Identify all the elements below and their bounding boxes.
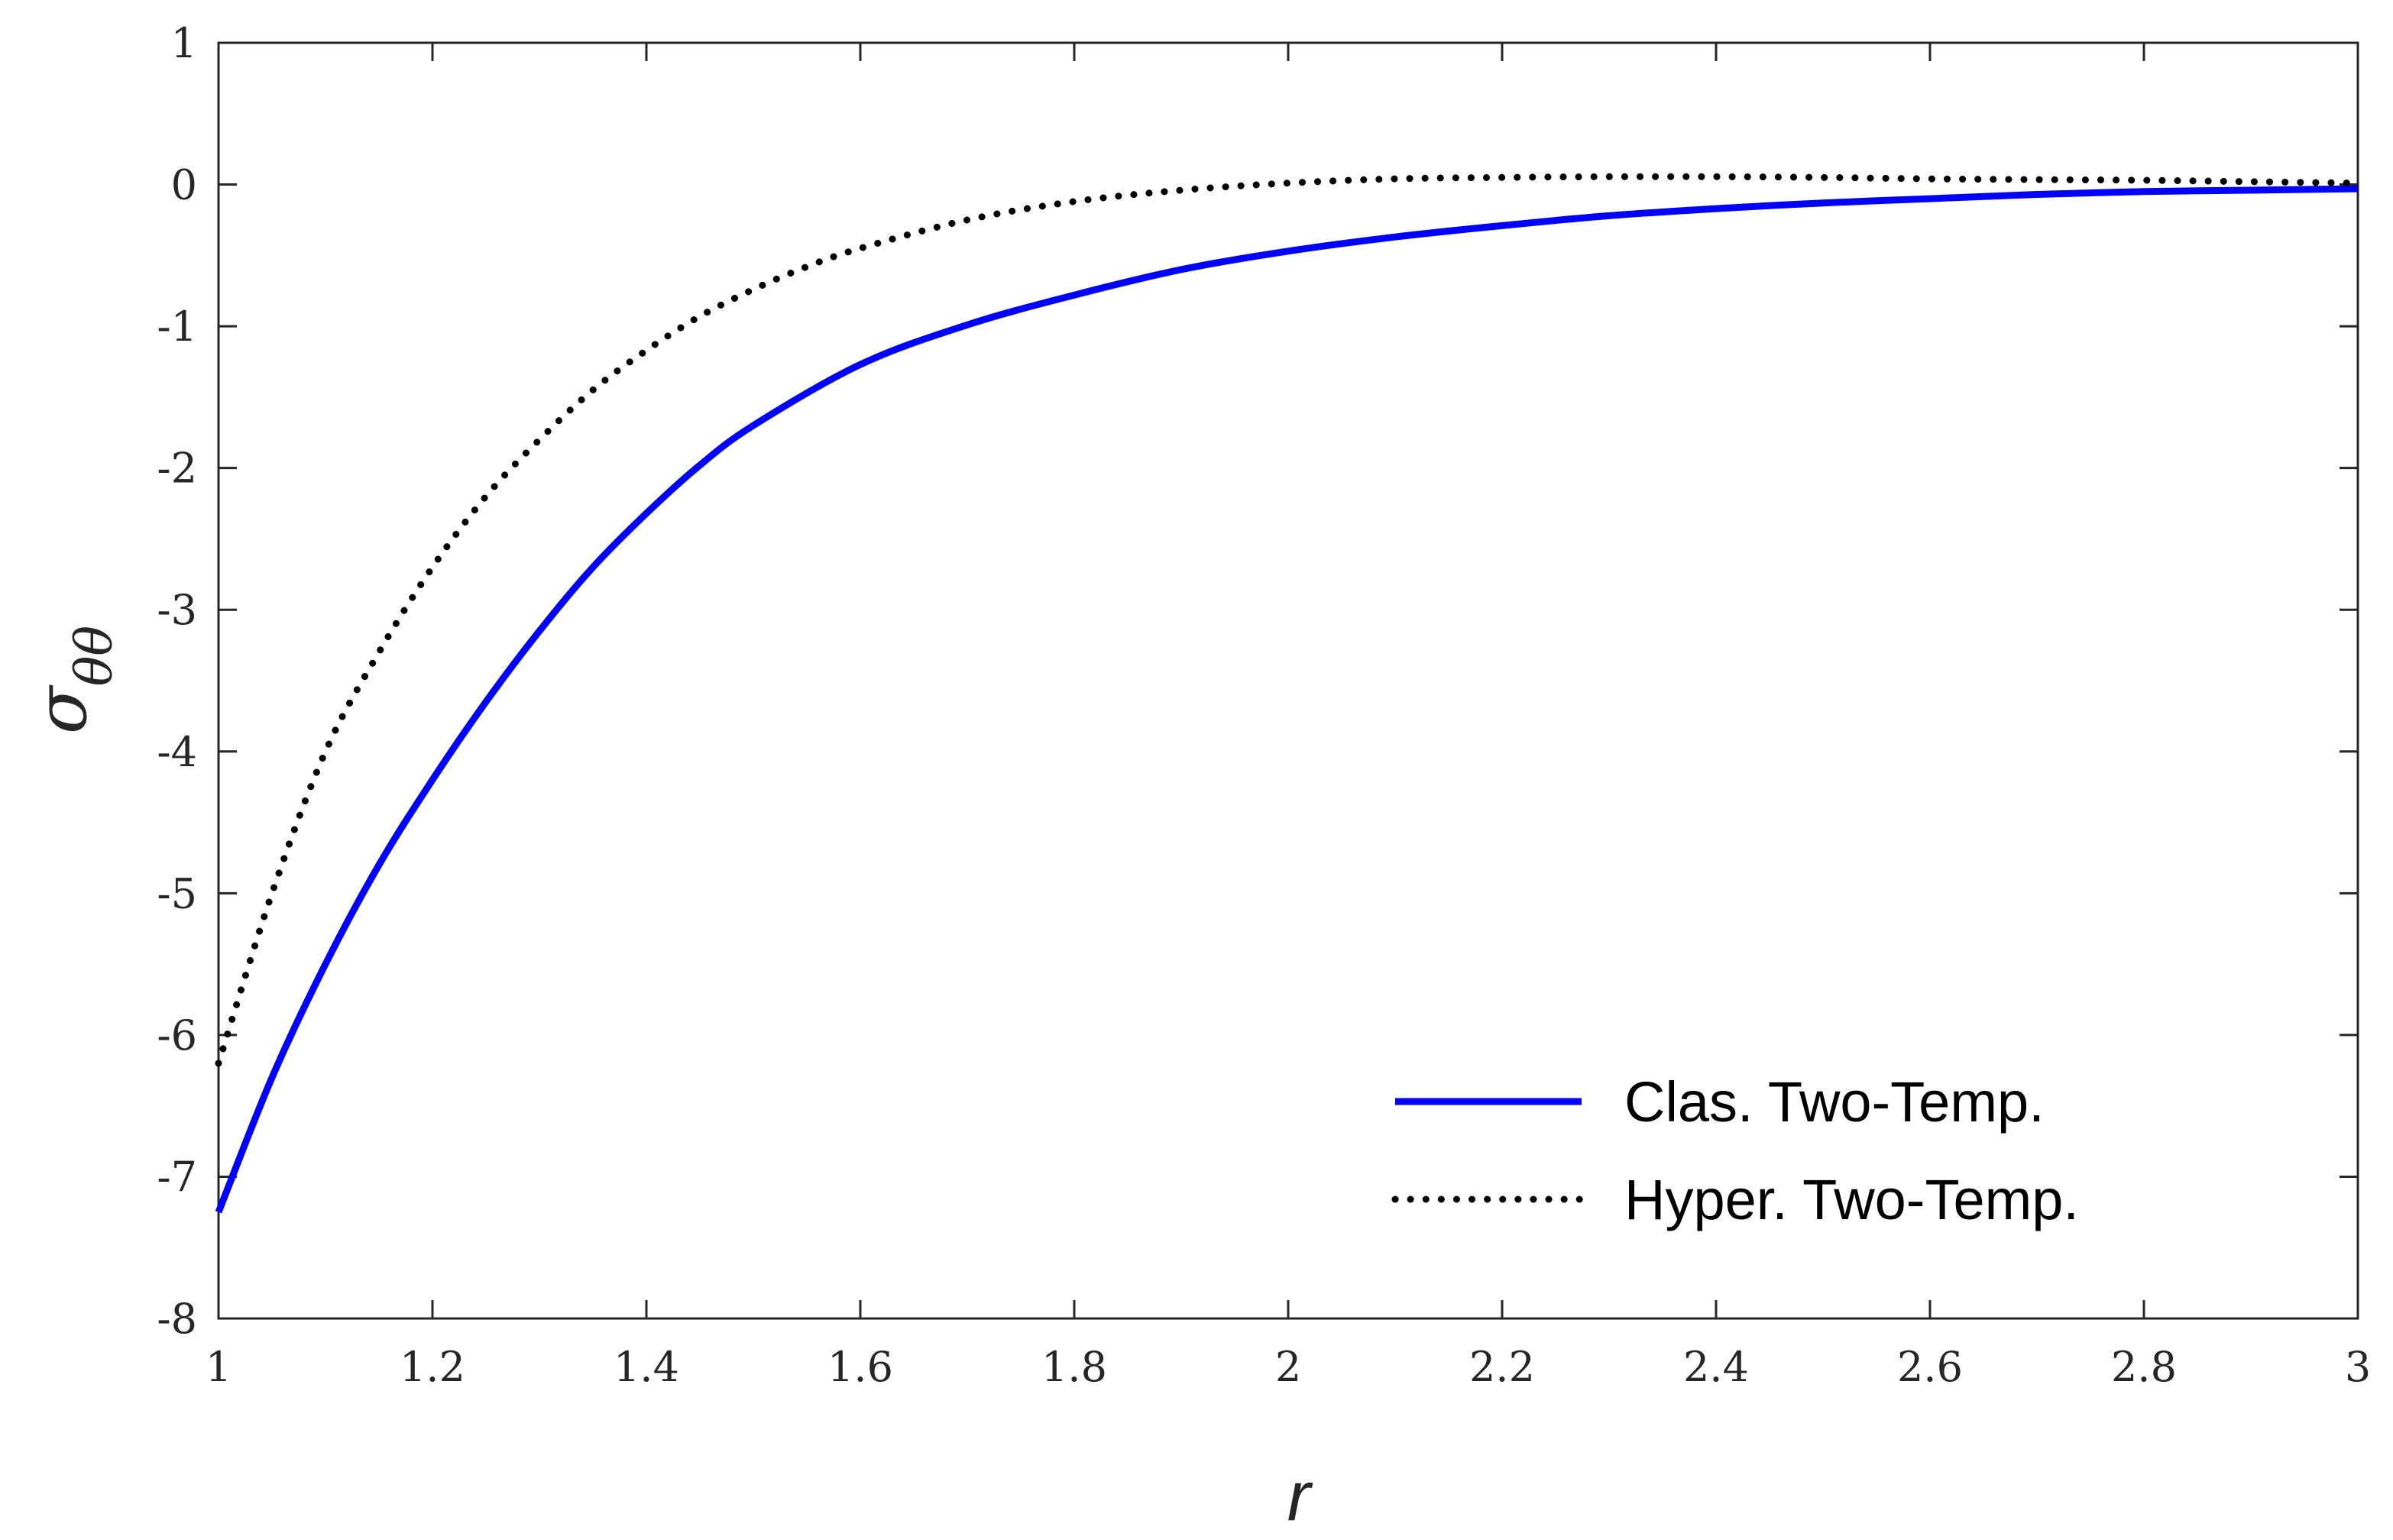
x-tick-label: 3 bbox=[2345, 1343, 2371, 1391]
x-tick-label: 2.8 bbox=[2111, 1343, 2177, 1391]
legend: Clas. Two-Temp. Hyper. Two-Temp. bbox=[1391, 1070, 2079, 1231]
y-tick-label: 0 bbox=[171, 161, 197, 209]
y-axis-label-symbol: σ bbox=[21, 684, 102, 734]
y-tick-label: -1 bbox=[157, 302, 197, 351]
x-axis-label: r bbox=[1287, 1458, 1313, 1535]
y-tick-label: -5 bbox=[157, 869, 197, 917]
y-axis-label: σθθ bbox=[21, 626, 124, 734]
series-layer bbox=[215, 173, 2362, 1214]
x-tick-label: 1.4 bbox=[614, 1343, 679, 1391]
x-tick-label: 2.6 bbox=[1897, 1343, 1963, 1391]
x-tick-label: 2.4 bbox=[1683, 1343, 1749, 1391]
x-tick-label: 1.6 bbox=[827, 1343, 893, 1391]
series-line-clas-two-temp bbox=[215, 185, 2359, 1214]
legend-label-hyper: Hyper. Two-Temp. bbox=[1624, 1168, 2079, 1231]
y-tick-label: -6 bbox=[157, 1011, 197, 1060]
y-tick-label: -7 bbox=[157, 1153, 197, 1201]
y-tick-label: -8 bbox=[157, 1295, 197, 1343]
plot-area bbox=[217, 41, 2359, 1320]
y-tick-label: -2 bbox=[157, 445, 197, 493]
legend-label-clas: Clas. Two-Temp. bbox=[1624, 1070, 2045, 1134]
x-tick-label: 1 bbox=[206, 1343, 232, 1391]
y-tick-label: 1 bbox=[171, 19, 197, 67]
x-tick-label: 2 bbox=[1275, 1343, 1301, 1391]
series-line-hyper-two-temp bbox=[215, 173, 2362, 1067]
y-tick-label: -3 bbox=[157, 586, 197, 634]
x-tick-label: 1.2 bbox=[400, 1343, 465, 1391]
x-tick-label: 2.2 bbox=[1469, 1343, 1535, 1391]
x-axis: 1 1.2 1.4 1.6 1.8 2 2.2 2.4 2.6 2.8 3 bbox=[206, 43, 2371, 1391]
y-axis: 1 0 -1 -2 -3 -4 -5 -6 -7 -8 bbox=[157, 19, 2358, 1343]
x-tick-label: 1.8 bbox=[1041, 1343, 1107, 1391]
y-tick-label: -4 bbox=[157, 728, 197, 776]
y-axis-label-subscript: θθ bbox=[65, 626, 124, 686]
